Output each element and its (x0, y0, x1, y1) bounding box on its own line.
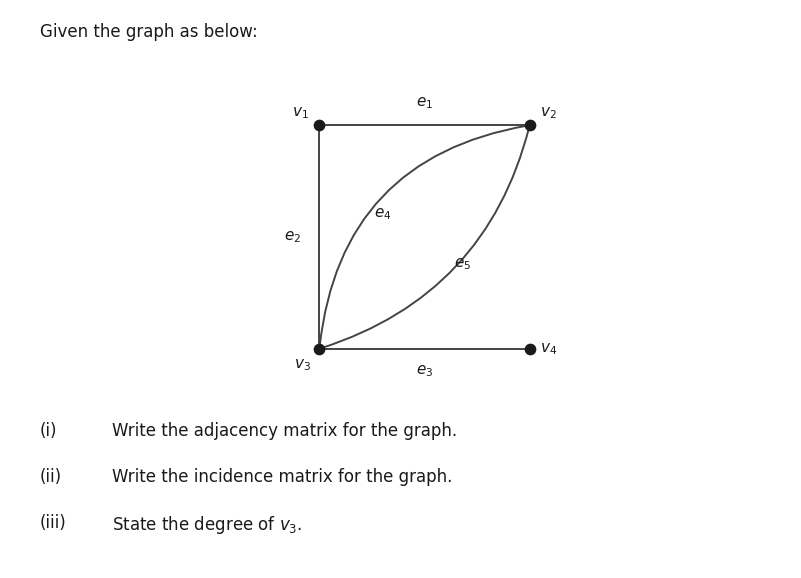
Text: $v_2$: $v_2$ (540, 105, 557, 121)
Text: Write the incidence matrix for the graph.: Write the incidence matrix for the graph… (112, 468, 453, 486)
Text: State the degree of $v_3$.: State the degree of $v_3$. (112, 514, 303, 536)
Text: $e_2$: $e_2$ (284, 229, 300, 245)
Text: $e_4$: $e_4$ (374, 207, 391, 223)
Text: (ii): (ii) (40, 468, 62, 486)
Text: $v_4$: $v_4$ (540, 341, 557, 357)
Point (313, 344, 326, 353)
Text: (iii): (iii) (40, 514, 66, 532)
Text: $v_3$: $v_3$ (294, 358, 311, 373)
Text: $e_1$: $e_1$ (416, 95, 433, 111)
Point (313, 121, 326, 130)
Point (523, 121, 536, 130)
FancyArrowPatch shape (322, 128, 529, 348)
Text: $e_5$: $e_5$ (454, 256, 471, 272)
Text: $v_1$: $v_1$ (292, 105, 309, 121)
Text: Write the adjacency matrix for the graph.: Write the adjacency matrix for the graph… (112, 422, 457, 440)
Point (523, 344, 536, 353)
Text: (i): (i) (40, 422, 58, 440)
Text: $e_3$: $e_3$ (416, 363, 433, 379)
FancyArrowPatch shape (320, 125, 527, 346)
Text: Given the graph as below:: Given the graph as below: (40, 23, 258, 41)
